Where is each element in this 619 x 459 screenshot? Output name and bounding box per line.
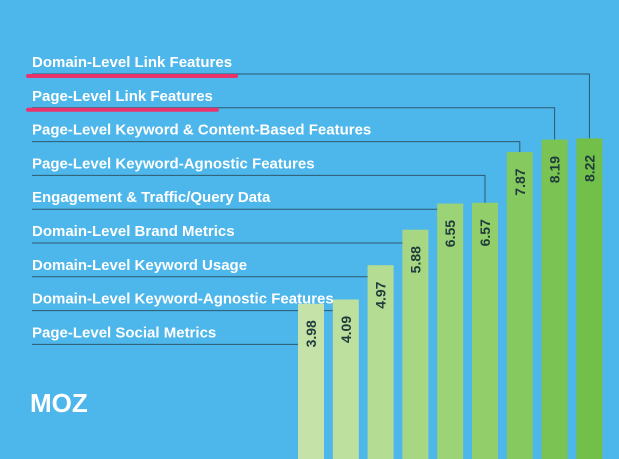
category-label: Page-Level Keyword & Content-Based Featu… [32,122,371,139]
category-labels: Page-Level Social Metrics Domain-Level Ke… [32,54,371,341]
leader-line [32,141,521,153]
value-label: 8.19 [547,156,563,183]
value-label: 6.57 [477,219,493,246]
bar [367,265,394,459]
bar [506,152,533,459]
value-label: 3.98 [303,320,319,347]
bar [298,303,324,459]
value-label: 8.22 [581,155,597,182]
bar [576,138,603,459]
value-label: 4.09 [338,316,354,343]
category-label: Engagement & Traffic/Query Data [32,189,271,206]
value-label: 5.88 [407,246,423,273]
bars [298,138,603,459]
category-label: Domain-Level Keyword-Agnostic Features [32,291,334,308]
bar [437,203,464,459]
value-label: 4.97 [373,281,389,308]
category-label: Domain-Level Brand Metrics [32,223,235,240]
value-label: 6.55 [442,220,458,247]
bar [541,139,568,459]
category-label: Domain-Level Link Features [32,54,232,71]
bar [332,299,359,459]
leader-line [32,174,486,203]
bar [472,202,498,459]
value-labels: 3.98 4.09 4.97 5.88 6.55 6.57 7.87 8.19 8.22 [303,155,597,348]
category-label: Page-Level Social Metrics [32,324,216,341]
highlight-underlines [26,74,239,112]
category-label: Page-Level Link Features [32,88,213,105]
value-label: 7.87 [512,168,528,195]
bar [402,229,429,459]
category-label: Page-Level Keyword-Agnostic Features [32,155,315,172]
category-label: Domain-Level Keyword Usage [32,257,247,274]
moz-logo: MOZ [30,388,88,418]
